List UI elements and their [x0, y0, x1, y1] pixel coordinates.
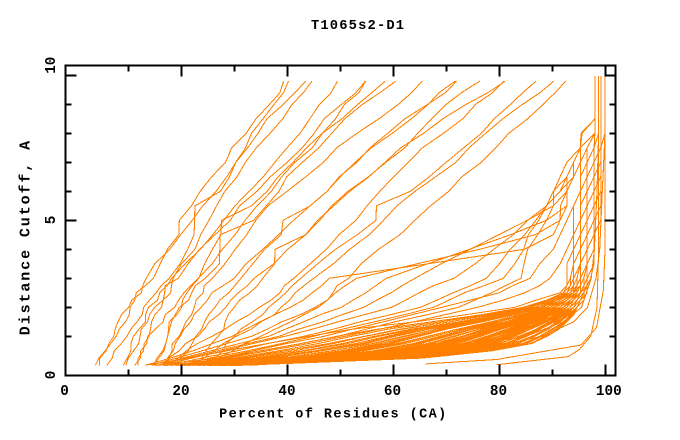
- svg-text:Distance Cutoff, A: Distance Cutoff, A: [17, 139, 34, 335]
- svg-text:0: 0: [60, 384, 69, 400]
- svg-text:80: 80: [490, 384, 507, 400]
- svg-text:T1065s2-D1: T1065s2-D1: [311, 19, 405, 34]
- svg-text:Percent of Residues (CA): Percent of Residues (CA): [219, 408, 448, 423]
- svg-text:5: 5: [44, 216, 60, 225]
- svg-text:20: 20: [172, 384, 189, 400]
- svg-text:0: 0: [44, 371, 60, 380]
- svg-text:10: 10: [44, 57, 60, 74]
- svg-text:40: 40: [278, 384, 295, 400]
- svg-text:100: 100: [596, 384, 622, 400]
- svg-text:60: 60: [384, 384, 401, 400]
